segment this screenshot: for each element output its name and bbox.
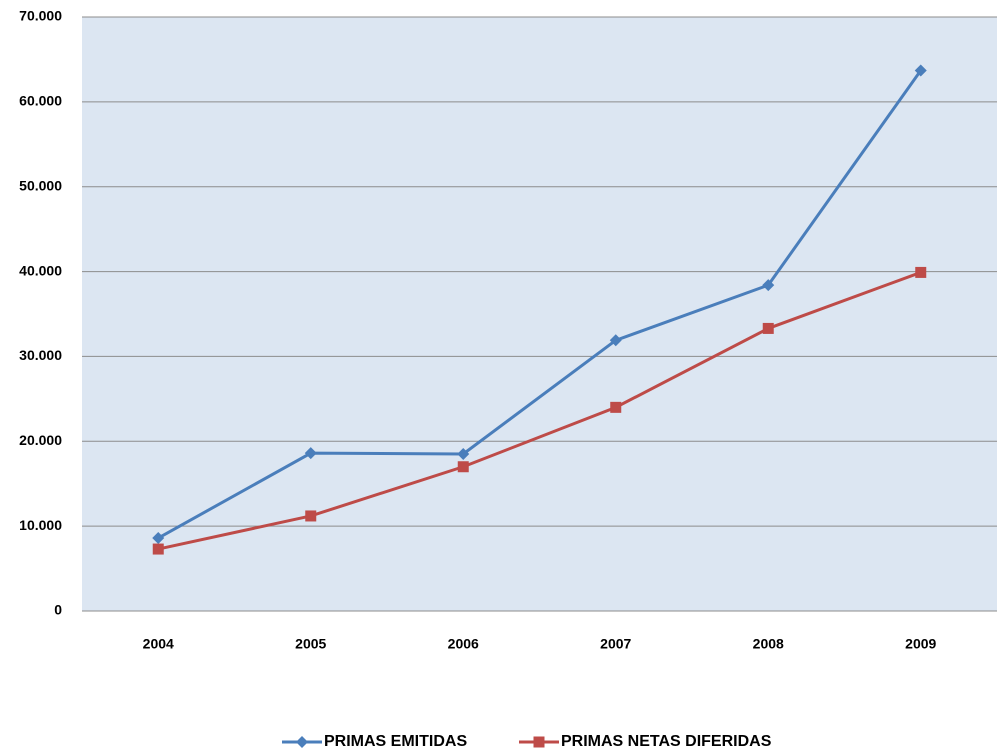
point bbox=[762, 279, 775, 292]
point bbox=[457, 461, 469, 473]
plot-area bbox=[82, 17, 997, 611]
y-tick-label: 50.000 bbox=[19, 177, 62, 193]
point bbox=[915, 266, 927, 278]
y-tick-label: 0 bbox=[54, 602, 62, 618]
legend-marker bbox=[533, 736, 545, 748]
legend-label: PRIMAS EMITIDAS bbox=[324, 733, 467, 750]
x-tick-label: 2007 bbox=[600, 636, 631, 652]
x-tick-label: 2004 bbox=[143, 636, 174, 652]
y-tick-label: 70.000 bbox=[19, 8, 62, 24]
x-tick-label: 2005 bbox=[295, 636, 326, 652]
y-tick-label: 60.000 bbox=[19, 93, 62, 109]
y-tick-label: 20.000 bbox=[19, 432, 62, 448]
legend-label: PRIMAS NETAS DIFERIDAS bbox=[561, 733, 772, 750]
point bbox=[609, 334, 622, 347]
y-tick-label: 40.000 bbox=[19, 262, 62, 278]
series-line bbox=[157, 271, 922, 551]
legend-marker bbox=[296, 736, 308, 748]
point bbox=[152, 532, 165, 545]
point bbox=[305, 510, 317, 522]
series-line bbox=[157, 69, 922, 540]
x-tick-label: 2008 bbox=[753, 636, 784, 652]
y-tick-label: 30.000 bbox=[19, 347, 62, 363]
y-tick-label: 10.000 bbox=[19, 517, 62, 533]
point bbox=[304, 447, 317, 460]
point bbox=[610, 401, 622, 413]
x-tick-label: 2006 bbox=[448, 636, 479, 652]
point bbox=[152, 543, 164, 555]
point bbox=[762, 322, 774, 334]
point bbox=[457, 448, 470, 461]
x-tick-label: 2009 bbox=[905, 636, 936, 652]
point bbox=[914, 64, 927, 77]
